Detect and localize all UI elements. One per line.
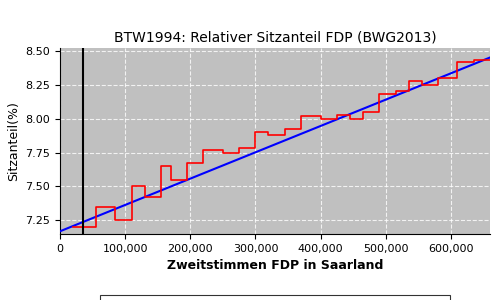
Y-axis label: Sitzanteil(%): Sitzanteil(%)	[7, 101, 20, 181]
X-axis label: Zweitstimmen FDP in Saarland: Zweitstimmen FDP in Saarland	[167, 259, 383, 272]
Legend: Sitzanteil real, Sitzanteil ideal, Wahlergebnis: Sitzanteil real, Sitzanteil ideal, Wahle…	[100, 296, 450, 300]
Title: BTW1994: Relativer Sitzanteil FDP (BWG2013): BTW1994: Relativer Sitzanteil FDP (BWG20…	[114, 30, 436, 44]
